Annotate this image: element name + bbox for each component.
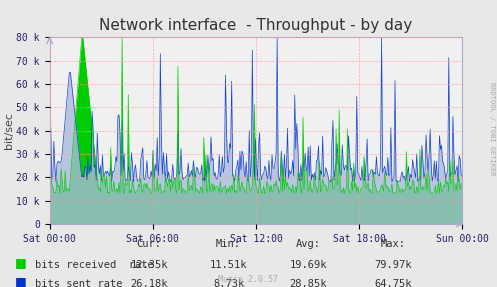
Text: 64.75k: 64.75k (374, 279, 412, 287)
Text: 26.18k: 26.18k (130, 279, 168, 287)
Text: 11.51k: 11.51k (210, 261, 248, 270)
Text: Avg:: Avg: (296, 239, 321, 249)
Title: Network interface  - Throughput - by day: Network interface - Throughput - by day (99, 18, 413, 33)
Y-axis label: bit/sec: bit/sec (3, 112, 14, 149)
Text: 8.73k: 8.73k (213, 279, 244, 287)
Text: Max:: Max: (380, 239, 405, 249)
Text: Cur:: Cur: (137, 239, 162, 249)
Text: ■: ■ (15, 275, 27, 287)
Text: 12.35k: 12.35k (130, 261, 168, 270)
Text: Munin 2.0.57: Munin 2.0.57 (219, 275, 278, 284)
Text: bits received  rate: bits received rate (35, 261, 154, 270)
Text: 19.69k: 19.69k (289, 261, 327, 270)
Text: 28.85k: 28.85k (289, 279, 327, 287)
Text: Min:: Min: (216, 239, 241, 249)
Text: ■: ■ (15, 256, 27, 269)
Text: RRDTOOL / TOBI OETIKER: RRDTOOL / TOBI OETIKER (489, 82, 495, 176)
Text: 79.97k: 79.97k (374, 261, 412, 270)
Text: bits sent rate: bits sent rate (35, 279, 122, 287)
